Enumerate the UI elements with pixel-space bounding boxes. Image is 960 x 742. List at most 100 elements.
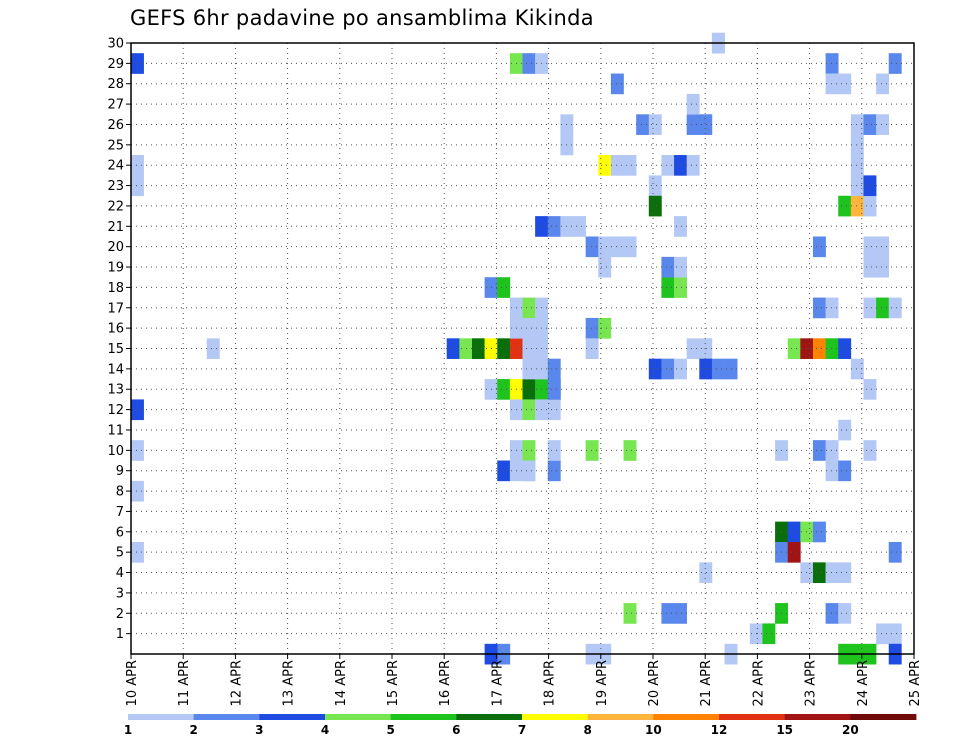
heatmap-cell [863,236,877,258]
grid-lines [131,42,915,654]
heatmap-cell [850,358,864,380]
heatmap-cell [573,216,586,237]
y-tick-label: 4 [116,566,124,581]
heatmap-cell [598,317,612,339]
heatmap-cell [850,134,864,156]
heatmap-cell [131,480,144,502]
heatmap-cell [497,338,511,359]
heatmap-cell [888,53,902,74]
heatmap-cell [585,317,599,339]
heatmap-cell [610,73,624,95]
heatmap-cell [762,623,776,645]
heatmap-cell [825,562,839,584]
heatmap-cell [812,297,826,319]
heatmap-cell [699,114,713,135]
heatmap-cell [522,399,536,421]
y-tick-label: 29 [107,57,124,72]
y-tick-label: 21 [107,220,124,235]
y-tick-label: 19 [107,261,124,276]
colorbar-swatch [522,714,589,720]
heatmap-cell [661,256,675,278]
heatmap-cell [598,236,612,258]
heatmap-cell [812,521,826,543]
colorbar-swatch [259,714,326,720]
y-tick-label: 2 [116,607,124,622]
y-tick-label: 17 [107,301,124,316]
x-tick-label: 12 APR [229,660,244,706]
heatmap-cell [787,521,801,543]
heatmap-cell [522,338,536,359]
x-tick-label: 11 APR [177,660,192,706]
x-tick-label: 15 APR [386,660,401,706]
heatmap-cell [522,297,536,319]
heatmap-cell [838,460,852,482]
heatmap-cell [699,562,713,584]
heatmap-cell [812,338,826,359]
heatmap-cell [623,440,637,461]
colorbar-label: 3 [255,723,263,737]
heatmap-cell [863,440,877,461]
heatmap-cell [699,358,713,380]
heatmap-cell [838,195,852,217]
x-tick-label: 17 APR [490,660,505,706]
colorbar-label: 5 [386,723,394,737]
y-tick-label: 9 [116,464,124,479]
heatmap-cell [661,358,675,380]
heatmap-cell [888,297,902,319]
heatmap-cell [711,358,725,380]
heatmap-cell [686,155,700,176]
heatmap-cell [787,541,801,563]
heatmap-cell [131,53,144,74]
heatmap-cell [876,623,890,645]
y-tick-label: 16 [107,322,124,337]
colorbar-swatch [850,714,917,720]
x-tick-label: 24 APR [856,660,871,706]
heatmap-cell [522,379,536,400]
x-tick-label: 19 APR [595,660,610,706]
x-axis-ticks: 10 APR 11 APR 12 APR 13 APR 14 APR 15 APR 16 A… [125,654,923,706]
colorbar-swatch [128,714,195,720]
heatmap-cell [838,562,852,584]
heatmap-cell [825,440,839,461]
heatmap-cell [863,114,877,135]
heatmap-cell [674,216,687,237]
y-tick-label: 27 [107,98,124,113]
heatmap-cell [825,603,839,624]
heatmap-cell [131,440,144,461]
heatmap-cell [876,114,890,135]
heatmap-cell [876,73,890,95]
colorbar-swatch [193,714,260,720]
heatmap-cell [661,155,675,176]
colorbar-swatch [390,714,457,720]
heatmap-cell [648,175,662,197]
heatmap-cell [585,440,599,461]
heatmap-cell [522,53,536,74]
heatmap-cell [863,195,877,217]
y-tick-label: 24 [107,159,124,174]
heatmap-cell [850,175,864,197]
heatmap-cell [674,277,687,298]
heatmap-cell [522,317,536,339]
heatmap-cell [863,175,877,197]
x-tick-label: 23 APR [804,660,819,706]
heatmap-cell [825,53,839,74]
y-tick-label: 23 [107,179,124,194]
heatmap-cell [686,338,700,359]
x-tick-label: 10 APR [125,660,140,706]
colorbar-label: 12 [711,723,728,737]
heatmap-cell [471,338,485,359]
heatmap-cell [547,399,561,421]
heatmap-cell [838,338,852,359]
y-tick-label: 30 [107,37,124,52]
heatmap-cell [446,338,460,359]
heatmap-cell [547,358,561,380]
colorbar-label: 7 [518,723,526,737]
x-tick-label: 13 APR [282,660,297,706]
colorbar-label: 20 [842,723,859,737]
colorbar-swatch [784,714,851,720]
heatmap-cell [825,297,839,319]
colorbar-label: 4 [321,723,329,737]
heatmap-cell [825,460,839,482]
y-tick-label: 5 [116,546,124,561]
